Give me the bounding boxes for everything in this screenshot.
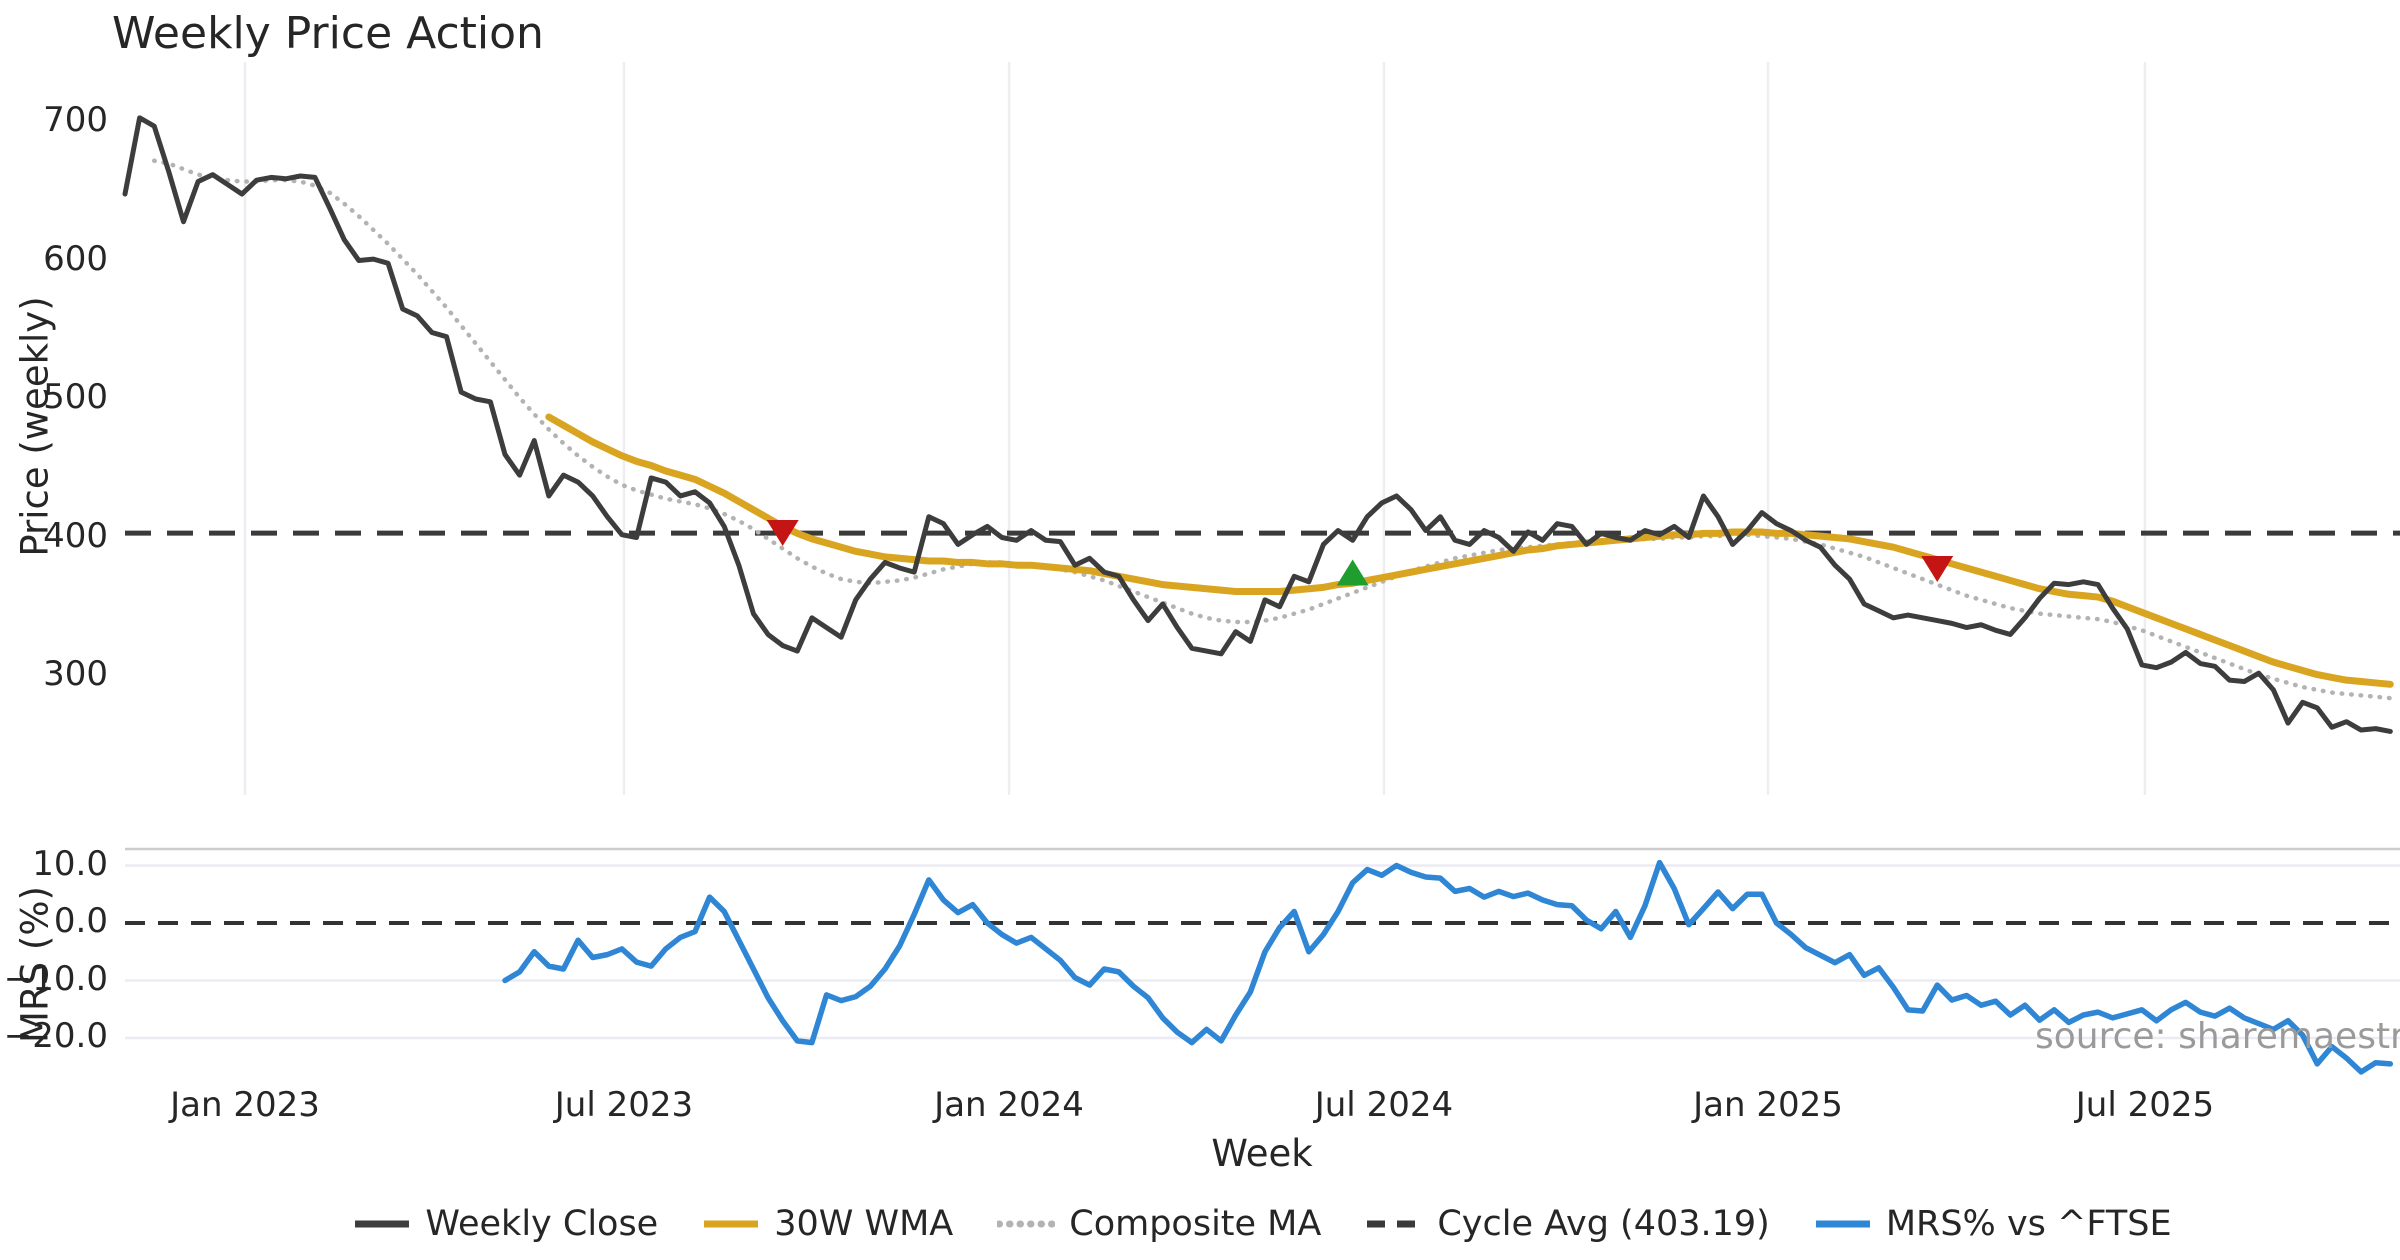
mrs-tick-label-3: −20.0 [3, 1016, 108, 1056]
legend-item-2: Composite MA [997, 1204, 1321, 1244]
chart-legend: Weekly Close 30W WMA Composite MA Cycle Avg… [125, 1204, 2400, 1244]
mrs-tick-label-1: 0.0 [53, 901, 108, 941]
legend-line-sample-icon [1367, 1220, 1422, 1228]
legend-item-0: Weekly Close [353, 1204, 658, 1244]
sell-signal-marker-0 [766, 519, 799, 546]
legend-line-sample-icon [704, 1220, 759, 1228]
legend-line-sample-icon [1815, 1220, 1870, 1228]
legend-line-sample-icon [997, 1220, 1056, 1228]
wma-30w-line [545, 413, 2394, 688]
legend-item-1: 30W WMA [702, 1204, 953, 1244]
mrs-tick-label-2: −10.0 [3, 958, 108, 999]
legend-label: MRS% vs ^FTSE [1885, 1204, 2172, 1244]
legend-line-sample-icon [355, 1220, 410, 1228]
mrs-line [502, 859, 2394, 1075]
x-tick-label-Jul-2023: Jul 2023 [554, 1085, 694, 1125]
price-axis-label: Price (weekly) [13, 296, 57, 557]
source-watermark: source: sharemaestro.com [2035, 1016, 2400, 1057]
x-tick-label-Jan-2023: Jan 2023 [170, 1085, 320, 1125]
buy-signal-marker-0 [1336, 559, 1369, 586]
composite-ma-line [151, 158, 2393, 701]
x-axis-title: Week [1211, 1132, 1313, 1175]
price-tick-label-300: 300 [43, 654, 108, 694]
price-tick-label-500: 500 [43, 377, 108, 417]
x-tick-label-Jul-2025: Jul 2025 [2075, 1085, 2215, 1125]
x-tick-label-Jan-2025: Jan 2025 [1693, 1085, 1843, 1125]
chart-title: Weekly Price Action [112, 8, 544, 59]
legend-label: 30W WMA [774, 1204, 954, 1244]
price-tick-label-400: 400 [43, 515, 108, 556]
legend-label: Composite MA [1069, 1204, 1322, 1244]
sell-signal-marker-1 [1921, 555, 1954, 582]
legend-label: Cycle Avg (403.19) [1437, 1204, 1770, 1244]
price-tick-label-700: 700 [43, 100, 108, 140]
price-tick-label-600: 600 [43, 238, 108, 279]
x-tick-label-Jul-2024: Jul 2024 [1314, 1085, 1454, 1125]
legend-item-4: MRS% vs ^FTSE [1814, 1204, 2172, 1244]
legend-item-3: Cycle Avg (403.19) [1365, 1204, 1770, 1244]
legend-label: Weekly Close [425, 1204, 659, 1244]
x-tick-label-Jan-2024: Jan 2024 [934, 1085, 1084, 1125]
mrs-tick-label-0: 10.0 [32, 843, 108, 884]
weekly-close-line [122, 115, 2393, 734]
